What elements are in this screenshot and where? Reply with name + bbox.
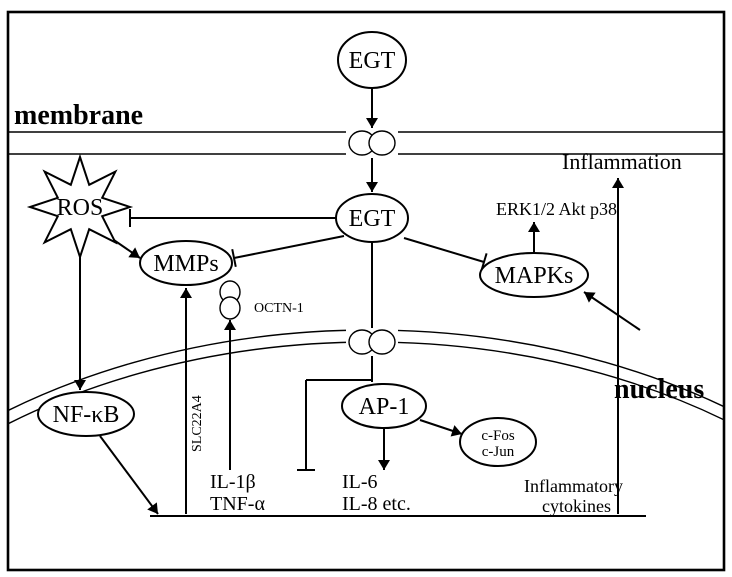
svg-text:EGT: EGT	[349, 206, 396, 232]
label: ERK1/2 Akt p38	[496, 199, 617, 219]
pathway-diagram: membrane nucleus EGT EGT ROS MMPs MAPKs NF-κB AP…	[0, 0, 732, 577]
transporter-icon	[346, 326, 398, 358]
label: IL-6	[342, 471, 378, 493]
svg-text:ROS: ROS	[57, 195, 104, 221]
svg-text:NF-κB: NF-κB	[53, 402, 120, 428]
transporter-icon	[216, 278, 244, 322]
label: IL-1β	[210, 471, 256, 493]
svg-text:MAPKs: MAPKs	[495, 263, 574, 289]
svg-text:c-Fos: c-Fos	[481, 428, 514, 444]
transporter-icon	[346, 127, 398, 159]
label: OCTN-1	[254, 301, 304, 316]
label: TNF-α	[210, 493, 265, 515]
label-slc22a4: SLC22A4	[190, 395, 205, 452]
label: IL-8 etc.	[342, 493, 411, 515]
svg-text:c-Jun: c-Jun	[482, 444, 515, 460]
label: Inflammation	[562, 149, 682, 174]
svg-text:EGT: EGT	[349, 48, 396, 74]
label: Inflammatory	[524, 476, 623, 496]
svg-text:AP-1: AP-1	[359, 394, 410, 420]
svg-text:MMPs: MMPs	[153, 251, 218, 277]
label: cytokines	[542, 496, 611, 516]
svg-text:nucleus: nucleus	[614, 374, 704, 405]
svg-text:membrane: membrane	[14, 100, 143, 131]
